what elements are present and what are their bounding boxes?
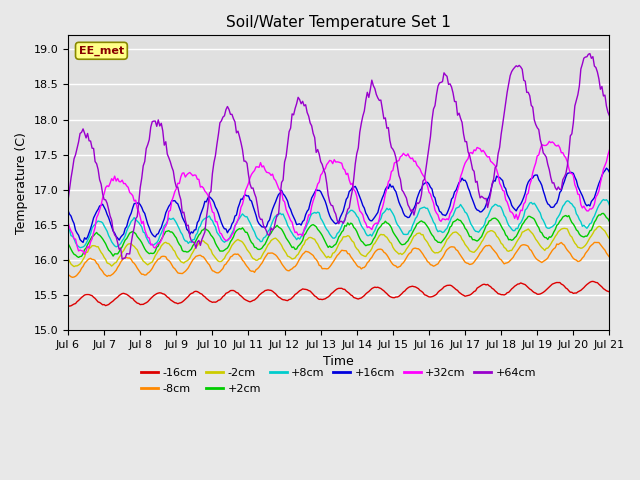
-16cm [66,303,74,309]
+32cm [545,139,553,144]
+32cm [404,151,412,157]
+16cm [374,210,381,216]
+64cm [541,152,548,157]
Line: +8cm: +8cm [68,200,609,248]
+8cm [166,216,174,222]
-8cm [68,275,76,280]
+16cm [541,192,548,198]
+64cm [166,159,174,165]
+32cm [541,143,548,148]
Line: +32cm: +32cm [68,142,609,254]
-8cm [166,259,174,265]
+2cm [600,211,607,216]
-8cm [591,240,598,245]
+2cm [81,247,88,252]
+8cm [374,221,381,227]
-16cm [404,285,412,291]
+16cm [404,215,412,220]
-2cm [64,256,72,262]
+8cm [76,245,84,251]
Title: Soil/Water Temperature Set 1: Soil/Water Temperature Set 1 [227,15,451,30]
+32cm [81,252,88,257]
+32cm [166,207,174,213]
+16cm [605,169,613,175]
+16cm [79,240,87,245]
-2cm [374,235,381,241]
+32cm [392,159,400,165]
+64cm [586,51,594,57]
+8cm [81,243,88,249]
+64cm [64,198,72,204]
Legend: -16cm, -8cm, -2cm, +2cm, +8cm, +16cm, +32cm, +64cm: -16cm, -8cm, -2cm, +2cm, +8cm, +16cm, +3… [137,364,540,398]
+2cm [374,227,381,233]
-8cm [81,261,88,266]
+2cm [75,254,83,260]
-16cm [392,294,400,300]
+32cm [374,221,381,227]
+2cm [392,234,400,240]
-2cm [541,248,548,253]
+16cm [603,165,611,171]
+32cm [605,147,613,153]
+64cm [605,113,613,119]
+32cm [64,219,72,225]
-2cm [70,264,78,269]
-8cm [605,254,613,260]
Y-axis label: Temperature (C): Temperature (C) [15,132,28,234]
+64cm [118,256,126,262]
-2cm [605,236,613,241]
+2cm [64,241,72,247]
-16cm [81,292,88,298]
+8cm [600,197,607,203]
-2cm [166,242,174,248]
+2cm [541,235,548,240]
+64cm [79,126,87,132]
+2cm [605,219,613,225]
-16cm [589,278,596,284]
+16cm [64,208,72,214]
Line: +64cm: +64cm [68,54,609,259]
-16cm [605,289,613,295]
+8cm [404,231,412,237]
-16cm [166,297,174,302]
-8cm [64,272,72,277]
+64cm [374,95,381,101]
-16cm [64,303,72,309]
+2cm [404,238,412,244]
+32cm [79,248,87,254]
-8cm [541,258,548,264]
-2cm [595,223,603,229]
Line: -2cm: -2cm [68,226,609,266]
Line: +2cm: +2cm [68,214,609,257]
Line: +16cm: +16cm [68,168,609,242]
-8cm [374,247,381,252]
X-axis label: Time: Time [323,355,354,369]
+2cm [166,229,174,235]
Line: -16cm: -16cm [68,281,609,306]
+16cm [81,235,88,240]
-2cm [392,249,400,254]
+64cm [404,202,412,208]
+8cm [605,202,613,208]
+64cm [392,155,400,160]
-8cm [392,263,400,269]
+16cm [166,202,174,207]
Text: EE_met: EE_met [79,46,124,56]
+8cm [392,218,400,224]
-2cm [81,254,88,260]
+16cm [392,189,400,194]
-16cm [541,288,548,294]
+8cm [64,224,72,230]
-16cm [374,284,381,290]
+8cm [541,221,548,227]
Line: -8cm: -8cm [68,242,609,277]
-2cm [404,244,412,250]
-8cm [404,252,412,258]
